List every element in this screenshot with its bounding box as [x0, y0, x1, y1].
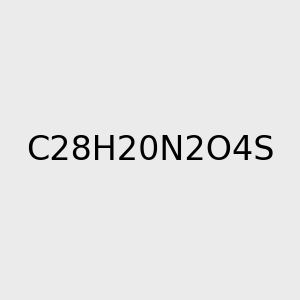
Text: C28H20N2O4S: C28H20N2O4S: [26, 134, 274, 166]
